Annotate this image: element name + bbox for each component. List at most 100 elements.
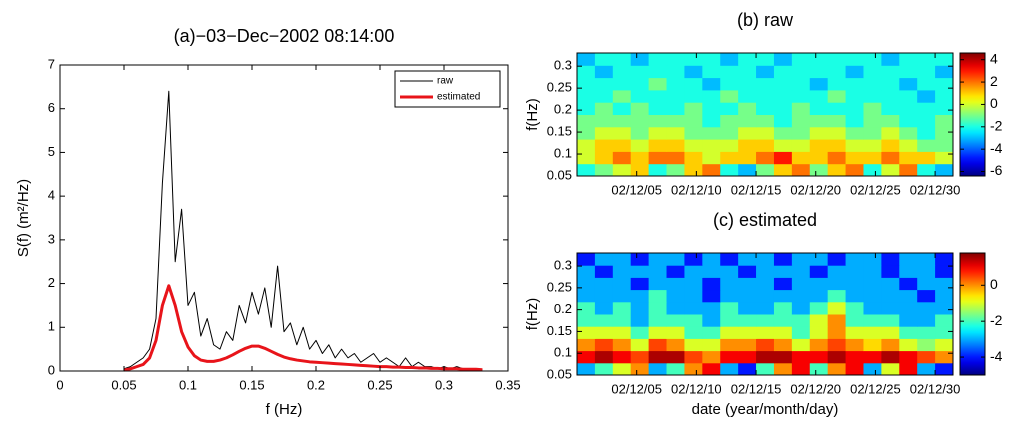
legend-box: [394, 70, 501, 108]
heatmap-cell: [773, 277, 793, 291]
x-tick-label: 02/12/20: [790, 381, 841, 396]
series-line: [123, 90, 483, 371]
heatmap-cell: [881, 362, 900, 375]
heatmap-cell: [881, 253, 900, 266]
heatmap-cell: [845, 102, 864, 115]
y-tick-label: 0.1: [554, 145, 572, 160]
heatmap-cell: [791, 163, 811, 176]
heatmap-cell: [773, 139, 793, 152]
heatmap-cell: [773, 338, 793, 352]
y-tick-label: 4: [48, 188, 55, 203]
heatmap-cell: [899, 362, 918, 375]
heatmap-cell: [648, 151, 668, 165]
heatmap-cell: [720, 139, 739, 152]
x-tick-label: 02/12/30: [910, 381, 961, 396]
heatmap-cell: [917, 289, 936, 303]
y-tick-label: 0.2: [554, 301, 572, 316]
chart-title: (b) raw: [737, 10, 794, 30]
heatmap-cell: [666, 289, 685, 303]
heatmap-cell: [791, 265, 811, 278]
heatmap-cell: [612, 89, 632, 103]
heatmap-cell: [935, 114, 953, 128]
y-axis-label: f(Hz): [524, 298, 541, 331]
heatmap-cell: [594, 151, 614, 165]
heatmap-cell: [756, 139, 775, 152]
heatmap-cell: [756, 53, 775, 66]
heatmap-cell: [773, 289, 793, 303]
heatmap-cell: [791, 151, 811, 165]
y-tick-label: 0.3: [554, 258, 572, 273]
heatmap-cell: [791, 338, 811, 352]
heatmap-cell: [756, 314, 775, 327]
heatmap-cell: [684, 65, 703, 79]
heatmap-cell: [702, 289, 721, 303]
heatmap-cell: [935, 126, 953, 140]
heatmap-cell: [648, 89, 668, 103]
heatmap-cell: [666, 253, 685, 266]
y-tick-label: 0.15: [547, 124, 572, 139]
heatmap-cell: [648, 314, 668, 327]
heatmap-cell: [881, 163, 900, 176]
heatmap-cell: [809, 301, 829, 315]
heatmap-cell: [594, 126, 614, 140]
heatmap-cell: [612, 289, 632, 303]
heatmap-cell: [702, 77, 721, 91]
heatmap-cell: [594, 253, 614, 266]
heatmap-cell: [720, 114, 739, 128]
heatmap-cell: [720, 53, 739, 66]
heatmap-cell: [577, 89, 596, 103]
heatmap-cell: [630, 277, 650, 291]
heatmap-cell: [809, 102, 829, 115]
heatmap-cell: [827, 89, 847, 103]
heatmap-cell: [845, 126, 864, 140]
heatmap-cell: [702, 114, 721, 128]
heatmap-cell: [630, 314, 650, 327]
heatmap-cell: [594, 338, 614, 352]
heatmap-cell: [630, 289, 650, 303]
heatmap-cell: [630, 53, 650, 66]
x-tick-label: 02/12/05: [611, 381, 662, 396]
heatmap-cell: [881, 114, 900, 128]
heatmap-cell: [702, 326, 721, 339]
heatmap-cell: [738, 163, 757, 176]
heatmap-cell: [756, 338, 775, 352]
heatmap-cell: [845, 151, 864, 165]
heatmap-cell: [666, 326, 685, 339]
heatmap-cell: [863, 53, 882, 66]
series-line: [123, 284, 483, 372]
heatmap-cell: [594, 53, 614, 66]
heatmap-cell: [648, 126, 668, 140]
heatmap-cell: [648, 77, 668, 91]
heatmap-cell: [666, 151, 685, 165]
heatmap-cell: [773, 126, 793, 140]
heatmap-cell: [917, 350, 936, 364]
heatmap-cell: [594, 362, 614, 375]
heatmap-cell: [666, 265, 685, 278]
heatmap-cell: [684, 89, 703, 103]
heatmap-cell: [845, 301, 864, 315]
heatmap-cell: [630, 126, 650, 140]
colorbar-tick-label: -4: [990, 140, 1003, 156]
heatmap-cell: [756, 350, 775, 364]
heatmap-cell: [881, 151, 900, 165]
heatmap-cell: [881, 77, 900, 91]
heatmap-cell: [648, 163, 668, 176]
heatmap-cell: [738, 253, 757, 266]
y-tick-label: 5: [48, 144, 55, 159]
colorbar-tick-label: 0: [990, 95, 998, 111]
heatmap-cell: [684, 265, 703, 278]
heatmap-cell: [845, 289, 864, 303]
heatmap-cell: [881, 277, 900, 291]
heatmap-cell: [577, 139, 596, 152]
heatmap-cell: [594, 114, 614, 128]
heatmap-cell: [756, 126, 775, 140]
heatmap-cell: [809, 163, 829, 176]
heatmap-cell: [648, 265, 668, 278]
heatmap-cell: [773, 326, 793, 339]
heatmap-cell: [738, 139, 757, 152]
y-tick-label: 0.25: [547, 80, 572, 95]
heatmap-cell: [756, 253, 775, 266]
heatmap-cell: [809, 53, 829, 66]
heatmap-cell: [791, 102, 811, 115]
